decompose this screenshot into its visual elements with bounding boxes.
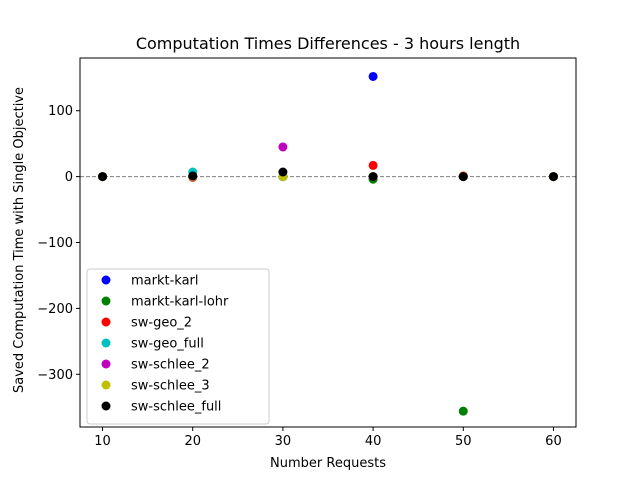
x-tick-label: 50 bbox=[455, 434, 472, 449]
y-tick-label: −100 bbox=[37, 236, 73, 251]
x-tick-label: 40 bbox=[365, 434, 382, 449]
legend-marker-markt-karl-lohr bbox=[101, 296, 111, 306]
data-point-sw-schlee_2-2 bbox=[278, 142, 288, 152]
x-tick-label: 30 bbox=[275, 434, 292, 449]
y-axis-label: Saved Computation Time with Single Objec… bbox=[12, 87, 27, 393]
legend-label-sw-geo_full: sw-geo_full bbox=[131, 337, 204, 352]
legend-marker-sw-geo_full bbox=[101, 338, 111, 348]
legend-marker-sw-schlee_full bbox=[101, 401, 111, 411]
legend: markt-karl markt-karl-lohr sw-geo_2 sw-geo_… bbox=[86, 268, 270, 425]
data-point-sw-schlee_full-2 bbox=[278, 167, 288, 177]
legend-marker-sw-schlee_3 bbox=[101, 380, 111, 390]
legend-label-sw-schlee_2: sw-schlee_2 bbox=[131, 358, 210, 373]
data-point-sw-geo_2-3 bbox=[368, 160, 378, 170]
y-tick-label: 0 bbox=[65, 170, 73, 185]
y-tick-label: −200 bbox=[37, 302, 73, 317]
legend-label-markt-karl-lohr: markt-karl-lohr bbox=[131, 295, 229, 310]
axes: 10 20 30 40 50 60 −300 −200 −100 0 100 bbox=[37, 57, 577, 449]
legend-box bbox=[86, 268, 270, 425]
data-point-sw-schlee_full-3 bbox=[368, 172, 378, 182]
chart-title: Computation Times Differences - 3 hours … bbox=[136, 34, 520, 53]
legend-label-sw-schlee_3: sw-schlee_3 bbox=[131, 379, 210, 394]
legend-marker-sw-geo_2 bbox=[101, 317, 111, 327]
x-tick-label: 20 bbox=[184, 434, 201, 449]
data-point-sw-schlee_full-4 bbox=[458, 172, 468, 182]
x-tick-label: 10 bbox=[94, 434, 111, 449]
legend-marker-sw-schlee_2 bbox=[101, 359, 111, 369]
legend-label-markt-karl: markt-karl bbox=[131, 274, 199, 289]
x-tick-label: 60 bbox=[545, 434, 562, 449]
legend-marker-markt-karl bbox=[101, 275, 111, 285]
data-point-markt-karl-lohr-4 bbox=[458, 406, 468, 416]
x-axis-label: Number Requests bbox=[270, 456, 386, 471]
data-point-sw-schlee_full-0 bbox=[98, 172, 108, 182]
plot-area bbox=[80, 71, 576, 416]
data-point-markt-karl-3 bbox=[368, 71, 378, 81]
data-point-sw-schlee_full-5 bbox=[548, 172, 558, 182]
y-tick-label: −300 bbox=[37, 368, 73, 383]
legend-label-sw-geo_2: sw-geo_2 bbox=[131, 316, 192, 331]
legend-label-sw-schlee_full: sw-schlee_full bbox=[131, 400, 221, 415]
y-tick-label: 100 bbox=[48, 104, 73, 119]
data-point-sw-schlee_full-1 bbox=[188, 171, 198, 181]
